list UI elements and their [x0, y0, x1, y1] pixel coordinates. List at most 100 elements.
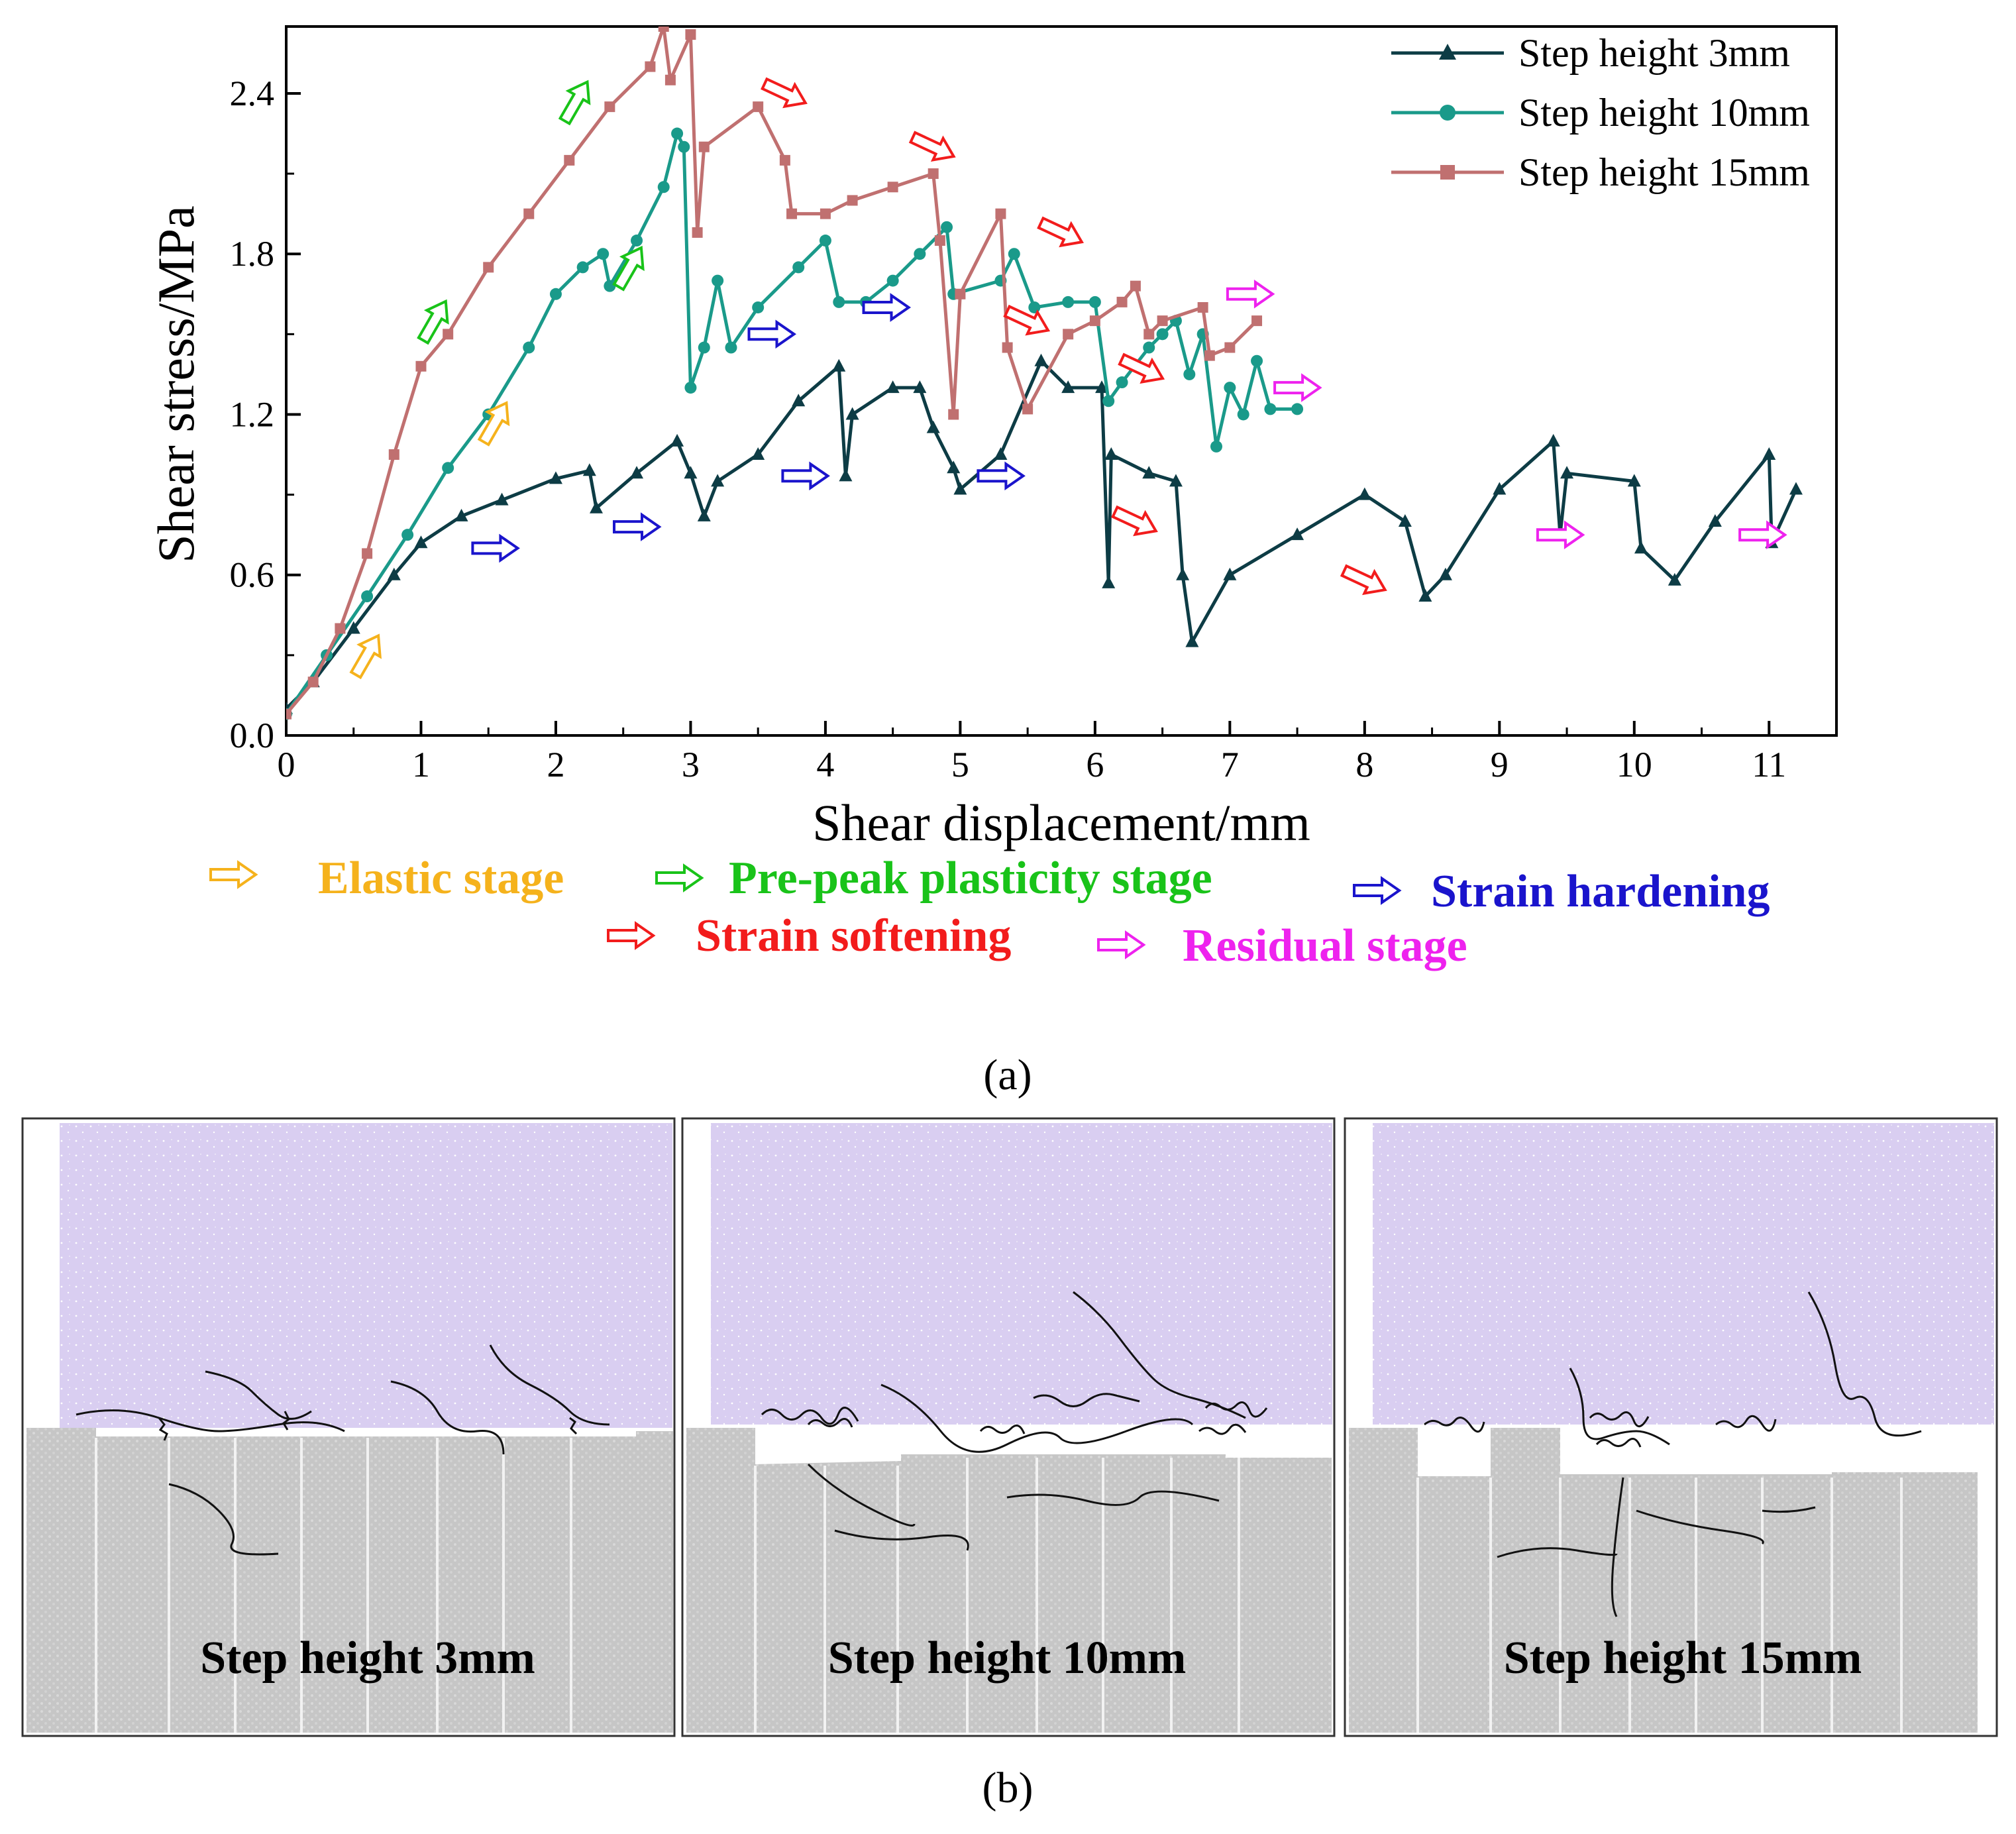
- data-point: [657, 181, 670, 193]
- stage-arrow-softening: [1003, 304, 1051, 336]
- stage-key-arrow-shape: [655, 863, 704, 892]
- stage-annotation-layer: [349, 77, 1787, 680]
- data-point: [792, 261, 805, 274]
- axis-ticks: [285, 91, 1771, 737]
- data-point: [523, 208, 535, 219]
- data-point: [832, 358, 846, 372]
- legend-label-3mm: Step height 3mm: [1518, 31, 1790, 75]
- data-point: [1546, 433, 1560, 447]
- legend-marker-15mm: [1440, 165, 1455, 180]
- data-point: [819, 235, 831, 247]
- data-point: [1034, 353, 1048, 366]
- lower-block-3mm: [27, 1428, 673, 1733]
- data-point: [947, 460, 961, 474]
- stage-arrow-softening: [761, 77, 808, 109]
- data-point: [1022, 404, 1034, 415]
- stage-arrow-softening: [908, 131, 956, 162]
- data-point: [941, 221, 953, 233]
- cracks-10mm: [761, 1291, 1268, 1551]
- data-point: [685, 29, 696, 40]
- cracks-15mm: [1424, 1291, 1922, 1617]
- stage-arrow-elastic: [349, 633, 382, 680]
- data-point: [928, 168, 939, 180]
- data-point: [307, 676, 319, 688]
- data-point: [671, 127, 684, 140]
- data-point: [886, 274, 899, 287]
- stage-arrow-residual: [1536, 520, 1585, 550]
- stage-label-hardening: Strain hardening: [1431, 866, 1770, 917]
- series-line: [286, 27, 1258, 716]
- data-point: [994, 447, 1008, 460]
- data-point: [1061, 380, 1075, 394]
- data-point: [1183, 368, 1196, 380]
- data-point: [887, 182, 898, 193]
- data-point: [995, 208, 1006, 219]
- data-point: [1185, 634, 1199, 647]
- data-point: [752, 301, 765, 313]
- data-point: [597, 248, 610, 260]
- y-tick-label: 0.6: [230, 555, 275, 595]
- stage-arrow-softening-key: [607, 921, 656, 950]
- data-point: [658, 27, 669, 32]
- legend: Step height 3mm Step height 10mm Step he…: [1391, 31, 1810, 194]
- stage-arrow-hardening: [613, 512, 662, 541]
- stage-arrow-residual-key: [1097, 930, 1146, 959]
- data-point: [388, 449, 399, 460]
- data-point: [948, 409, 959, 420]
- data-point: [443, 329, 454, 340]
- stage-arrow-pre_peak: [417, 299, 449, 345]
- data-point: [1438, 567, 1452, 580]
- data-point: [361, 590, 374, 603]
- data-point: [753, 101, 764, 113]
- block-divisions-10mm: [754, 1458, 1240, 1733]
- sim-panel-3mm: Step height 3mm: [21, 1117, 676, 1737]
- data-point: [684, 466, 698, 479]
- data-point: [1224, 342, 1236, 353]
- data-point: [414, 535, 428, 549]
- stage-key-arrow-shape: [607, 921, 656, 950]
- x-tick-label: 8: [1355, 745, 1373, 784]
- data-point: [483, 262, 494, 273]
- stage-key-arrow-shape: [209, 860, 258, 889]
- data-point: [1176, 567, 1190, 580]
- data-point: [1357, 487, 1371, 500]
- data-point: [387, 567, 401, 580]
- data-point: [1089, 315, 1100, 327]
- stage-arrow-residual: [1738, 520, 1787, 550]
- data-point: [1560, 466, 1574, 479]
- data-point: [286, 708, 292, 720]
- series-line: [286, 359, 1798, 710]
- data-point: [1156, 328, 1169, 341]
- data-point: [1224, 382, 1236, 394]
- series-3mm: [286, 353, 1803, 714]
- stage-arrow-prepeak-key: [655, 863, 704, 892]
- y-tick-labels: 0.0 0.6 1.2 1.8 2.4: [230, 74, 275, 755]
- data-point: [1104, 447, 1118, 460]
- x-tick-label: 4: [816, 745, 834, 784]
- stage-arrow-residual: [1226, 279, 1275, 309]
- sim-panel-15mm: Step height 15mm: [1344, 1117, 1998, 1737]
- sim-panel-10mm: Step height 10mm: [681, 1117, 1336, 1737]
- data-point: [1095, 380, 1109, 394]
- data-point: [914, 248, 926, 260]
- caption-a: (a): [983, 1051, 1032, 1099]
- upper-block-10mm: [711, 1123, 1332, 1425]
- data-point: [1002, 342, 1013, 353]
- data-point: [576, 261, 589, 274]
- data-point: [590, 500, 603, 513]
- data-point: [1143, 341, 1155, 354]
- data-point: [698, 341, 710, 354]
- data-point: [415, 360, 427, 372]
- stage-arrow-elastic: [477, 401, 510, 447]
- data-point: [886, 380, 900, 394]
- x-tick-label: 5: [951, 745, 969, 784]
- data-point: [495, 492, 509, 506]
- series-layer: [286, 27, 1803, 720]
- y-axis-title: Shear stress/MPa: [147, 205, 205, 563]
- data-point: [1493, 482, 1507, 495]
- data-point: [1251, 315, 1263, 327]
- data-point: [1116, 376, 1128, 389]
- data-point: [442, 462, 454, 474]
- x-tick-label: 2: [547, 745, 564, 784]
- data-point: [401, 529, 414, 541]
